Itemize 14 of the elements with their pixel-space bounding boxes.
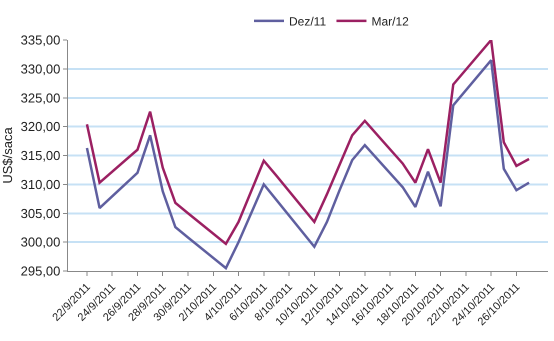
y-tick-label: 305,00 <box>20 206 60 221</box>
y-tick-label: 320,00 <box>20 119 60 134</box>
line-series <box>86 58 530 270</box>
y-tick-label: 300,00 <box>20 234 60 250</box>
line-series <box>86 40 530 246</box>
y-tick-label: 335,00 <box>20 32 60 48</box>
legend-label: Mar/12 <box>371 14 410 29</box>
y-tick-label: 315,00 <box>20 148 60 164</box>
y-tick-label: 295,00 <box>20 264 60 279</box>
y-tick-label: 310,00 <box>20 176 60 192</box>
y-tick-label: 330,00 <box>20 61 60 76</box>
y-tick-label: 325,00 <box>20 90 60 106</box>
y-axis-title: US$/saca <box>0 126 15 184</box>
legend-label: Dez/11 <box>289 14 326 29</box>
